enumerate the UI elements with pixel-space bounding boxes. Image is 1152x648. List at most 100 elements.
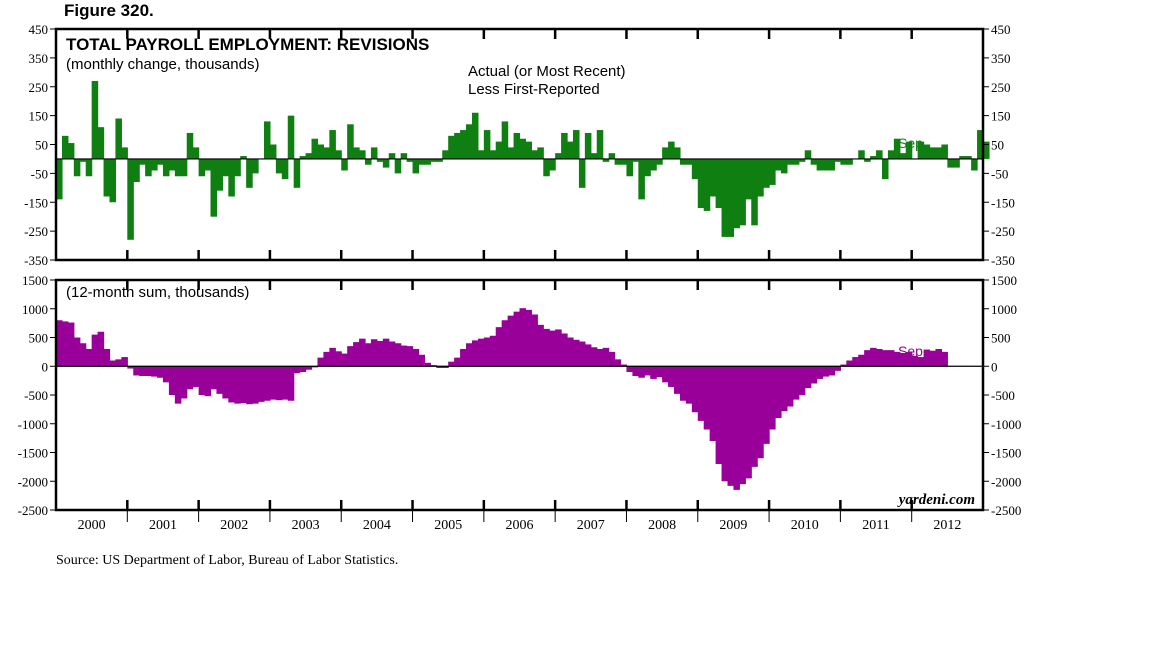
top-bar — [775, 158, 782, 171]
bottom-bar — [240, 366, 247, 404]
top-bar — [650, 158, 657, 171]
bottom-bar — [252, 366, 259, 404]
top-chart-title: TOTAL PAYROLL EMPLOYMENT: REVISIONS — [66, 35, 429, 54]
x-tick-label: 2005 — [434, 518, 462, 533]
bottom-bar — [721, 366, 729, 482]
bottom-bar — [531, 314, 538, 367]
bottom-ytick-label-left: 1500 — [22, 273, 48, 288]
top-bar — [876, 150, 883, 159]
top-bar — [97, 127, 105, 159]
top-bar — [61, 135, 69, 159]
top-bar — [525, 141, 532, 159]
bottom-bar — [549, 330, 556, 367]
top-bar — [899, 153, 907, 159]
bottom-bar — [674, 366, 681, 394]
bottom-bar — [507, 315, 515, 367]
bottom-ytick-label-right: 1500 — [991, 273, 1017, 288]
bottom-bar — [543, 328, 550, 367]
top-bar — [614, 158, 622, 165]
bottom-bar — [733, 366, 740, 490]
top-bar — [109, 158, 117, 203]
top-bar — [186, 132, 194, 159]
axes: 450 450 350 350 250 250 150 150 50 50 -50 -50 -150 -1… — [18, 22, 1022, 533]
top-bar — [448, 135, 455, 159]
top-bar — [626, 158, 633, 177]
bottom-bar — [917, 357, 925, 367]
top-bar — [519, 138, 527, 159]
top-bar — [133, 158, 140, 183]
bottom-bar — [85, 349, 93, 367]
top-bar — [275, 158, 283, 174]
top-bar — [941, 144, 948, 159]
top-bar — [935, 147, 942, 159]
top-bar — [347, 124, 354, 159]
top-bar — [798, 158, 806, 162]
top-ytick-label-left: 150 — [29, 109, 49, 124]
top-bar — [596, 130, 604, 159]
top-bar — [555, 153, 562, 159]
bottom-bar — [127, 366, 134, 369]
x-tick-label: 2006 — [506, 518, 534, 533]
top-bar — [210, 158, 218, 217]
bottom-bar — [246, 366, 253, 405]
figure-label: Figure 320. — [64, 1, 154, 20]
top-bar — [840, 158, 847, 165]
top-bar — [198, 158, 206, 177]
top-bar — [971, 158, 978, 171]
bottom-bar — [745, 366, 752, 479]
bottom-bar — [323, 351, 330, 367]
top-bar — [733, 158, 740, 229]
bottom-bar — [822, 366, 830, 377]
bottom-bar — [935, 349, 942, 367]
top-bar — [769, 158, 776, 185]
top-ytick-label-right: -50 — [991, 166, 1008, 181]
bottom-ytick-label-right: 1000 — [991, 302, 1017, 317]
bottom-bar — [139, 366, 146, 377]
top-ytick-label-right: -150 — [991, 195, 1015, 210]
top-bar — [816, 158, 824, 171]
top-bar — [263, 121, 271, 159]
top-bar — [204, 158, 212, 171]
top-bar — [656, 158, 663, 165]
top-bar — [157, 158, 164, 165]
bottom-bar — [91, 334, 99, 367]
top-ytick-label-left: 50 — [35, 138, 48, 153]
top-bar — [739, 158, 746, 226]
bottom-bar — [442, 366, 449, 368]
bottom-bar — [192, 366, 200, 387]
top-bar — [151, 158, 158, 171]
top-bar — [91, 80, 99, 159]
watermark: yardeni.com — [897, 492, 975, 508]
top-bar — [73, 158, 81, 177]
bottom-bar — [281, 366, 289, 400]
bottom-bar — [448, 361, 455, 367]
top-bar — [572, 130, 580, 159]
x-tick-label: 2008 — [648, 518, 676, 533]
top-bar — [537, 147, 544, 159]
bottom-bar — [525, 309, 532, 367]
top-bar — [323, 147, 330, 159]
bottom-bar — [614, 359, 622, 367]
bottom-bar — [394, 343, 402, 367]
top-bar — [870, 156, 877, 159]
top-bar — [406, 158, 414, 162]
top-bar — [620, 158, 628, 165]
top-bar — [947, 158, 954, 168]
top-bar — [477, 150, 485, 159]
top-bar — [893, 138, 901, 159]
bottom-bar — [97, 331, 105, 367]
bottom-bar — [222, 366, 229, 399]
bottom-bar — [121, 357, 128, 367]
top-bar — [584, 132, 592, 159]
top-bar — [180, 158, 188, 177]
bottom-bar — [537, 324, 544, 367]
top-bar — [412, 158, 420, 174]
x-tick-label: 2011 — [862, 518, 889, 533]
top-bar — [977, 130, 984, 159]
bottom-bar — [145, 366, 152, 377]
top-bar — [792, 158, 800, 165]
top-bar — [139, 158, 146, 165]
top-bar — [507, 147, 515, 159]
top-bar — [679, 158, 687, 165]
